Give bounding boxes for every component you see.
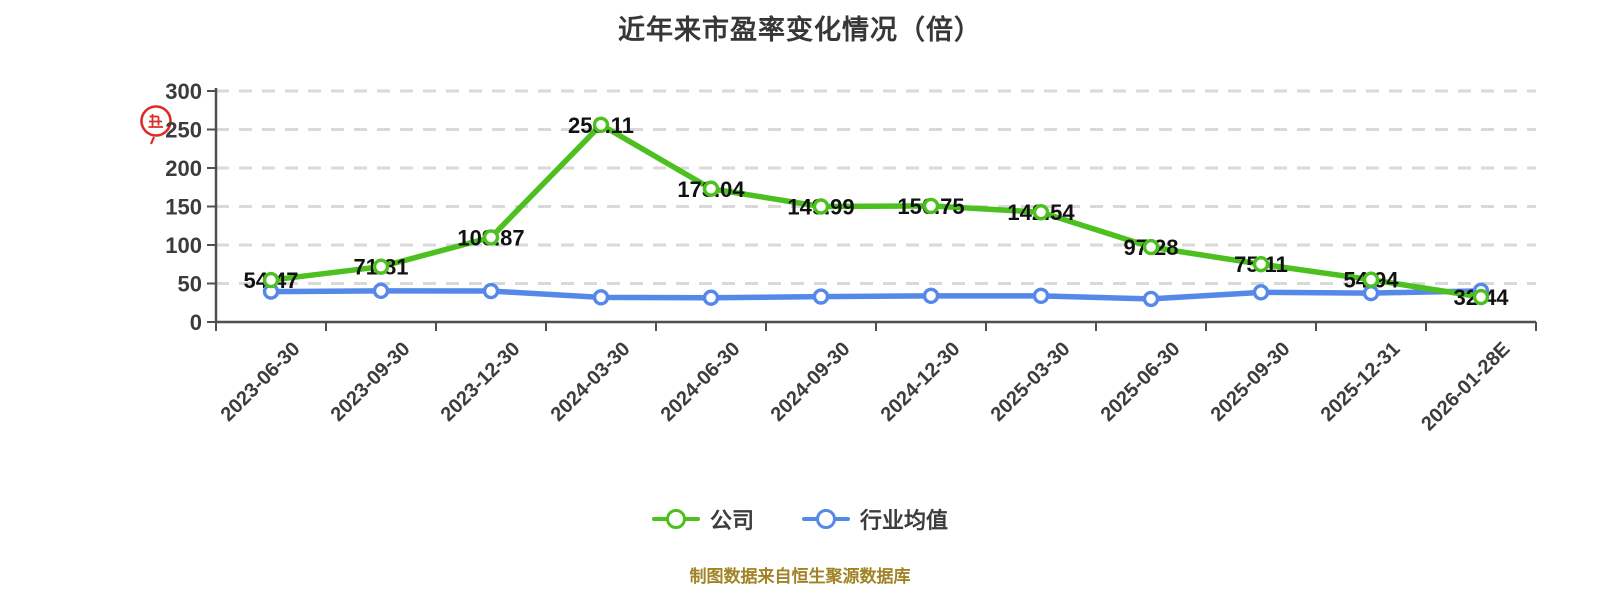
company-point-marker[interactable] [702, 180, 720, 197]
industry-point-marker[interactable] [702, 289, 720, 306]
chart-title: 近年来市盈率变化情况（倍） [618, 15, 982, 45]
x-axis-tick-label: 2023-06-30 [217, 338, 305, 426]
chart-legend: 公司 行业均值 [0, 503, 1600, 535]
x-axis-tick-label: 2025-06-30 [1097, 338, 1185, 426]
industry-series-marker-icon [802, 509, 850, 529]
x-axis-tick-label: 2026-01-28E [1417, 338, 1514, 435]
company-point-marker[interactable] [812, 198, 830, 215]
y-axis-tick-label: 300 [165, 79, 202, 104]
industry-point-marker[interactable] [592, 289, 610, 306]
industry-point-marker[interactable] [1142, 290, 1160, 308]
y-axis-tick-label: 250 [165, 118, 202, 143]
x-axis-tick-label: 2025-12-31 [1317, 338, 1405, 426]
x-axis-tick-label: 2023-09-30 [327, 338, 415, 426]
industry-point-marker[interactable] [1252, 284, 1270, 301]
company-point-marker[interactable] [372, 258, 390, 275]
industry-point-marker[interactable] [812, 288, 830, 305]
legend-label-industry-average: 行业均值 [860, 508, 949, 533]
x-axis-tick-label: 2024-09-30 [767, 338, 855, 426]
y-axis-tick-label: 150 [165, 195, 202, 220]
company-point-marker[interactable] [592, 116, 610, 133]
industry-point-marker[interactable] [1362, 284, 1380, 302]
industry-point-marker[interactable] [1032, 287, 1050, 305]
company-point-marker[interactable] [1032, 204, 1050, 221]
x-axis-tick-label: 2024-06-30 [657, 338, 745, 426]
company-series-marker-icon [651, 509, 700, 529]
company-point-marker[interactable] [1362, 271, 1380, 288]
legend-item-company[interactable]: 公司 [651, 503, 754, 535]
source-note: 制图数据来自恒生聚源数据库 [689, 567, 911, 586]
x-axis-tick-label: 2025-03-30 [987, 338, 1075, 426]
x-axis-tick-label: 2025-09-30 [1207, 338, 1295, 426]
company-point-marker[interactable] [1472, 288, 1490, 306]
y-axis-tick-label: 50 [178, 272, 202, 297]
legend-label-company: 公司 [709, 508, 754, 533]
x-axis-tick-label: 2023-12-30 [437, 338, 525, 426]
legend-item-industry-average[interactable]: 行业均值 [802, 503, 948, 535]
industry-point-marker[interactable] [482, 282, 500, 300]
company-point-marker[interactable] [922, 197, 940, 215]
company-point-marker[interactable] [262, 271, 280, 289]
y-axis-tick-label: 0 [190, 310, 202, 335]
industry-series-line [268, 288, 1484, 302]
y-axis-tick-label: 100 [165, 233, 202, 258]
industry-point-marker[interactable] [922, 287, 940, 305]
company-point-marker[interactable] [1252, 255, 1270, 273]
company-point-marker[interactable] [482, 229, 500, 246]
y-axis-tick-label: 200 [165, 156, 202, 181]
x-axis-tick-label: 2024-12-30 [877, 338, 965, 426]
industry-point-marker[interactable] [372, 282, 390, 300]
company-series-line [268, 122, 1484, 300]
red-seal-stamp-icon [140, 105, 172, 145]
company-point-marker[interactable] [1142, 238, 1160, 256]
x-axis-tick-label: 2024-03-30 [547, 338, 635, 426]
